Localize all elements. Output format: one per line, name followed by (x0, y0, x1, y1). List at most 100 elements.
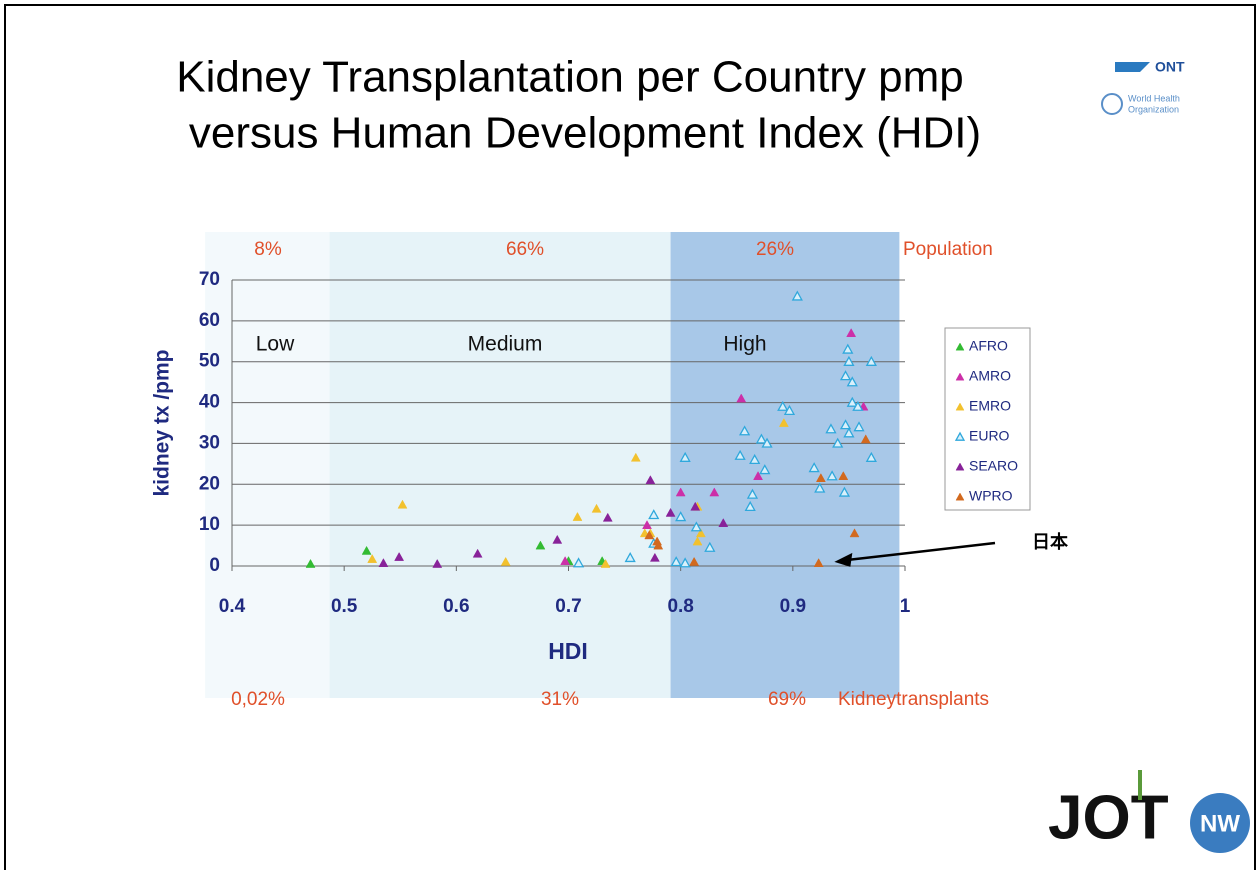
data-point (397, 499, 408, 509)
data-point (675, 511, 687, 522)
data-point (624, 551, 636, 563)
data-point (849, 528, 860, 538)
legend-marker (955, 372, 965, 381)
legend-marker (955, 342, 965, 351)
y-tick-label: 0 (209, 555, 220, 576)
data-point (744, 500, 756, 512)
data-point (825, 423, 837, 434)
data-point (843, 427, 855, 438)
band-name: High (723, 333, 766, 356)
annotation-text: 日本 (1032, 531, 1068, 552)
data-point (572, 557, 585, 568)
title-line: versus Human Development Index (HDI) (189, 109, 981, 158)
data-point (472, 548, 483, 558)
data-point (846, 376, 858, 387)
transplant-share: 31% (541, 689, 579, 710)
data-point (367, 554, 378, 563)
data-point (749, 453, 761, 465)
data-point (591, 503, 602, 513)
data-point (645, 475, 656, 485)
who-logo: World Health Organization (1101, 93, 1180, 115)
data-point (648, 509, 660, 520)
data-point (361, 545, 372, 555)
data-point (600, 558, 611, 568)
data-point (709, 487, 720, 497)
population-share: 66% (506, 239, 544, 260)
x-tick-label: 0.5 (331, 596, 358, 617)
x-tick-label: 0.4 (219, 596, 246, 617)
y-tick-label: 60 (199, 310, 220, 331)
hdi-band (205, 232, 330, 698)
x-tick-label: 0.7 (555, 596, 581, 617)
nw-text: NW (1200, 810, 1240, 837)
data-point (692, 536, 703, 546)
data-point (690, 501, 701, 511)
data-point (378, 558, 389, 567)
legend-label: EMRO (969, 398, 1011, 414)
band-row-label: Population (903, 239, 993, 260)
legend-label: AMRO (969, 368, 1011, 384)
y-axis-label: kidney tx /pmp (151, 349, 174, 496)
data-point (690, 521, 702, 532)
y-tick-label: 50 (199, 351, 220, 372)
legend-marker (954, 431, 966, 441)
data-point (843, 355, 855, 366)
data-point (305, 558, 316, 568)
data-point (853, 421, 865, 432)
data-point (746, 488, 759, 499)
data-point (846, 396, 858, 407)
transplant-share: 69% (768, 689, 806, 710)
band-name: Medium (468, 333, 543, 356)
data-point (777, 400, 789, 411)
band-row-label: Kidneytransplants (838, 689, 989, 710)
y-tick-label: 30 (199, 432, 220, 453)
jot-text: JOT (1048, 783, 1169, 852)
data-point (679, 451, 691, 462)
data-point (826, 470, 838, 481)
transplant-share: 0,02% (231, 689, 285, 710)
x-tick-label: 0.9 (780, 596, 806, 617)
data-point (642, 520, 652, 529)
hdi-band (670, 232, 900, 698)
x-tick-label: 1 (900, 596, 911, 617)
nw-globe (1190, 793, 1250, 853)
x-axis-label: HDI (548, 638, 588, 664)
hdi-band (329, 232, 671, 698)
data-point (736, 393, 747, 403)
data-point (572, 511, 583, 521)
data-point (679, 557, 691, 568)
population-share: 26% (756, 239, 794, 260)
population-share: 8% (254, 239, 282, 260)
data-point (602, 512, 613, 522)
legend-label: AFRO (969, 338, 1008, 354)
data-point (734, 449, 746, 460)
ont-text: ONT (1155, 59, 1185, 75)
data-point (832, 437, 844, 448)
data-point (839, 370, 852, 381)
data-point (783, 404, 796, 415)
who-emblem (1101, 93, 1123, 115)
x-tick-label: 0.6 (443, 596, 469, 617)
legend-box (944, 327, 1031, 511)
y-tick-label: 10 (199, 514, 220, 535)
data-point (761, 437, 773, 448)
y-tick-label: 40 (199, 392, 220, 413)
legend-marker (955, 462, 965, 471)
data-point (755, 433, 768, 444)
data-point (649, 552, 660, 562)
who-text: Organization (1128, 104, 1179, 114)
data-point (865, 451, 877, 462)
data-point (644, 530, 655, 540)
data-point (653, 540, 664, 550)
data-point (718, 518, 729, 527)
data-point (839, 419, 852, 430)
who-text: World Health (1128, 93, 1180, 103)
data-point (689, 556, 700, 566)
data-point (813, 558, 824, 567)
data-point (738, 425, 751, 436)
data-point (675, 487, 686, 497)
data-point (665, 507, 676, 517)
data-point (865, 355, 877, 366)
data-point (560, 556, 571, 565)
legend-label: EURO (969, 428, 1010, 444)
